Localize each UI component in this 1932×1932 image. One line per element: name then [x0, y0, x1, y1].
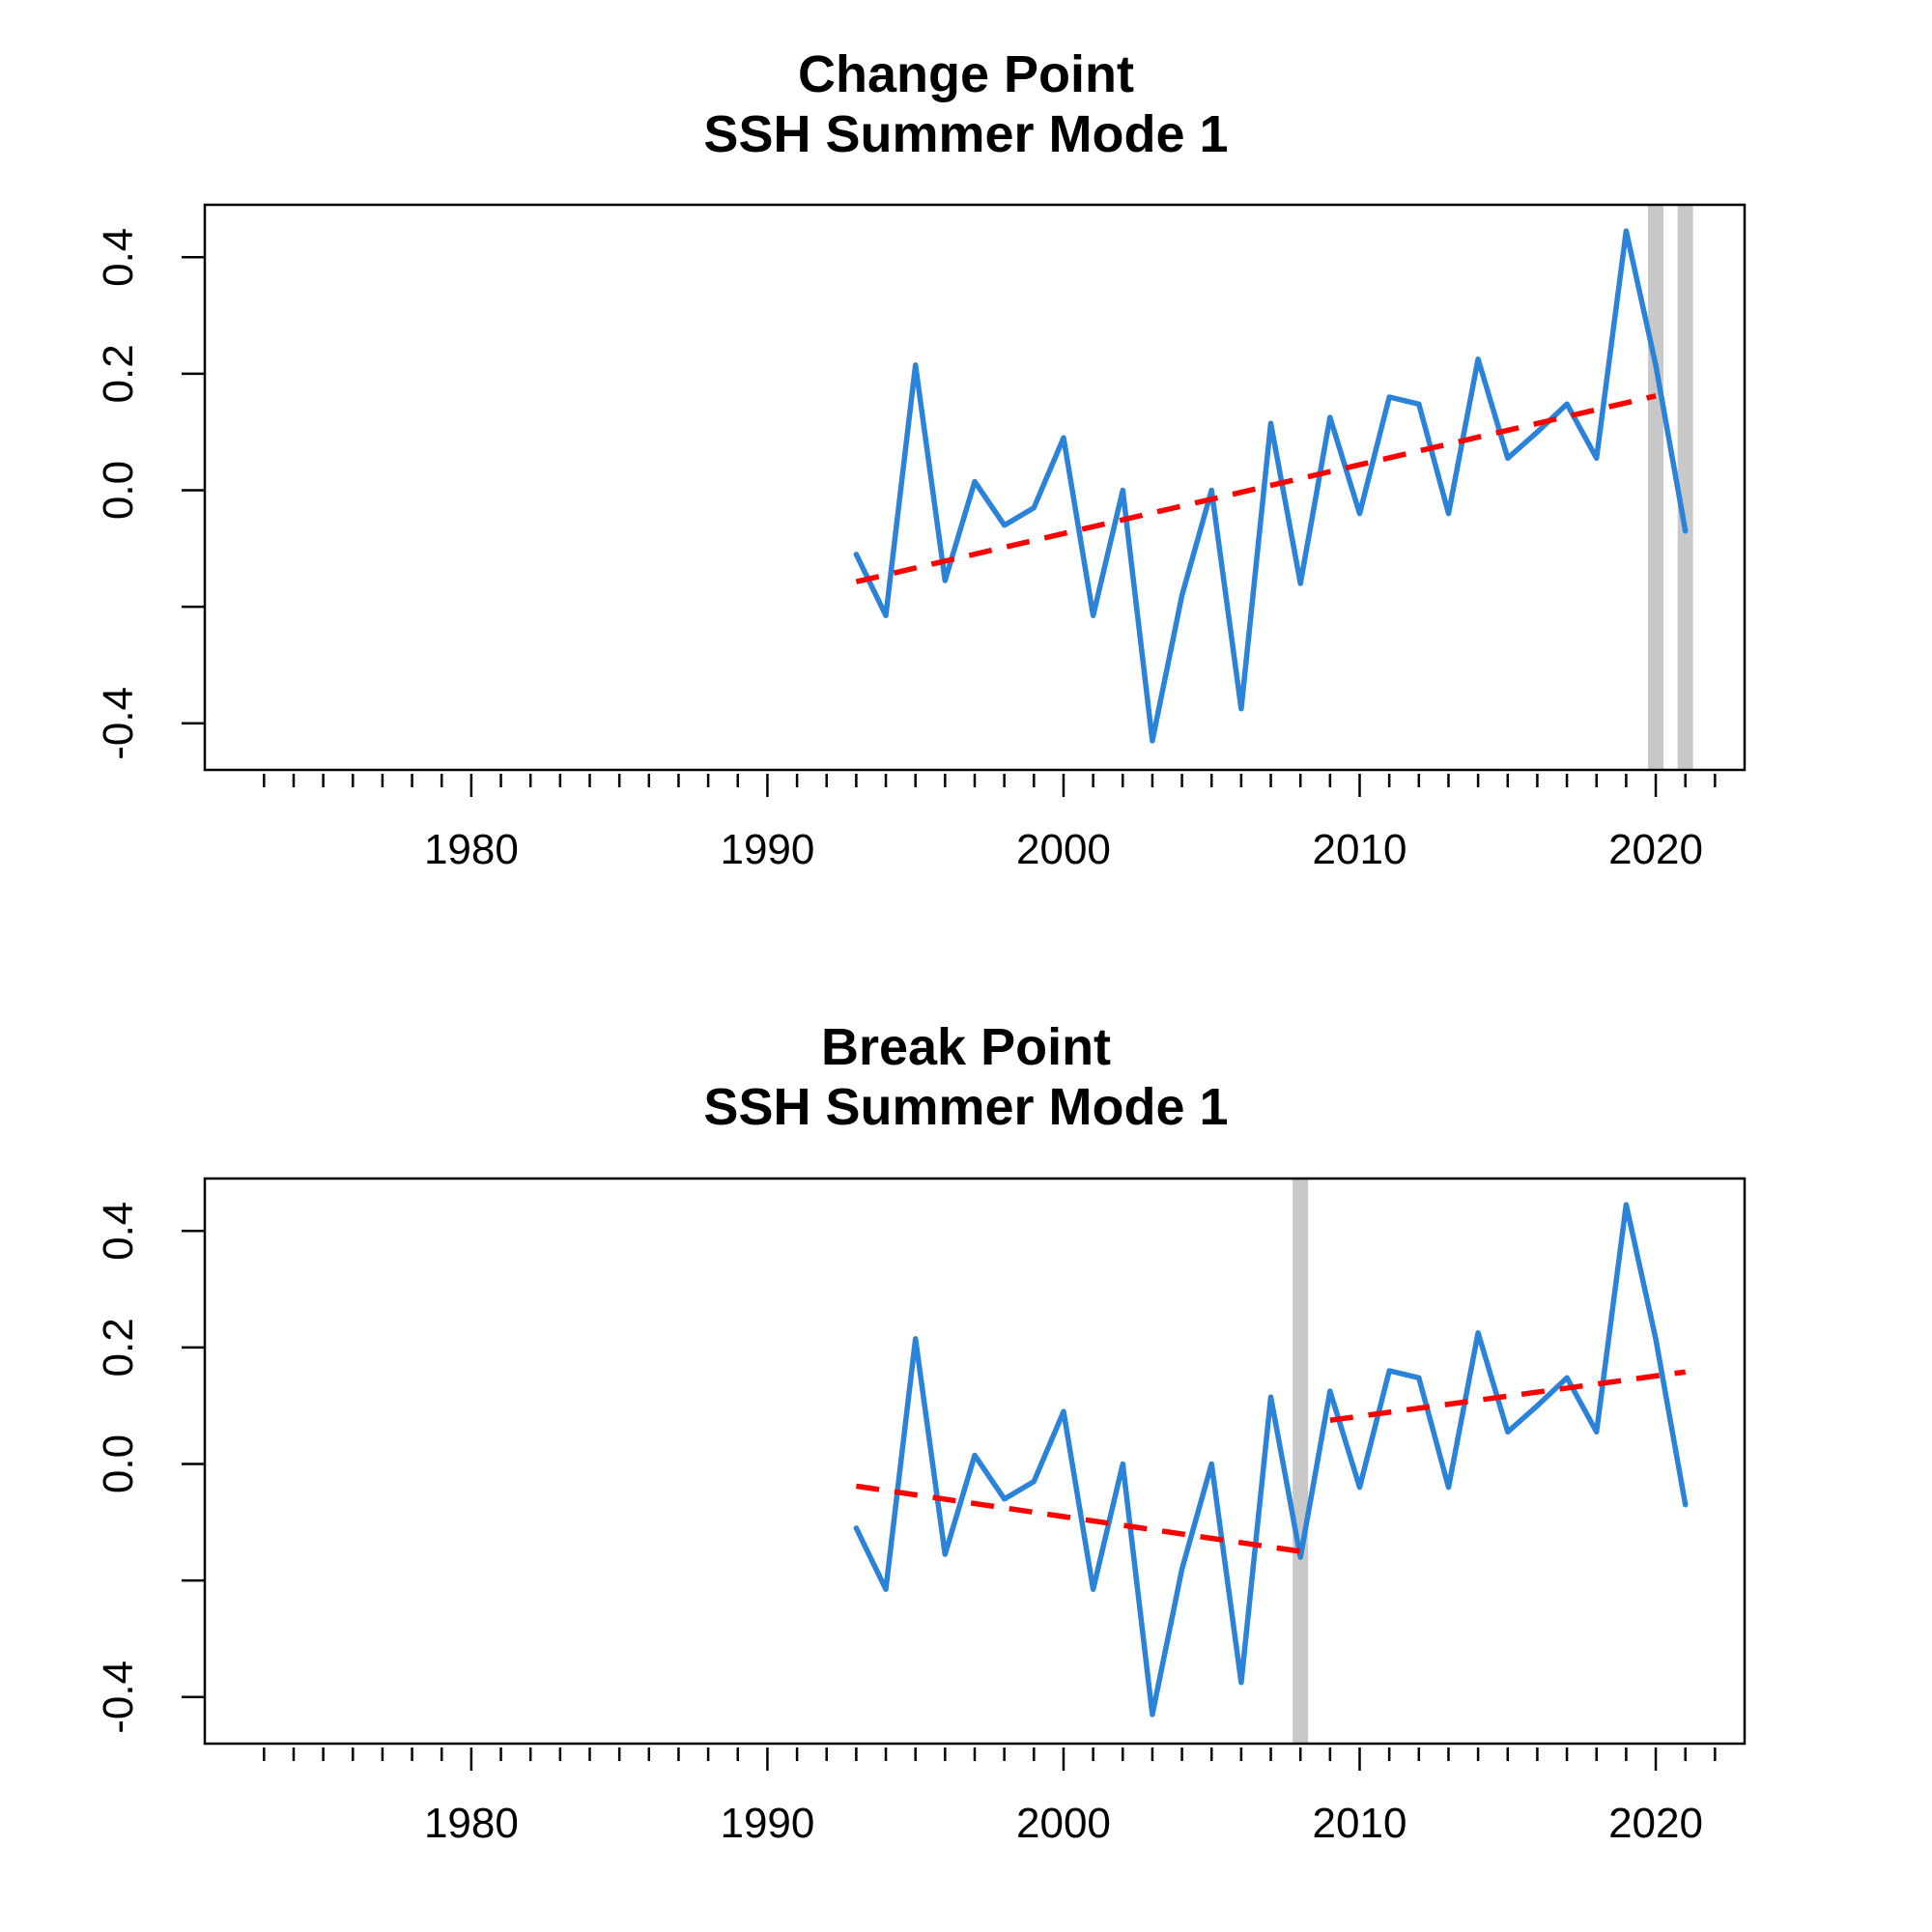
plot-area: 1980 1990 2000 2010 2020 0.4 0.2 0.0 -0.4 — [95, 1177, 1747, 1847]
plot-frame — [203, 203, 1747, 772]
y-tick-label: -0.4 — [95, 687, 142, 760]
trend-line — [855, 393, 1657, 584]
y-tick-label: 0.4 — [95, 1202, 142, 1261]
panel-change-point: Change Point SSH Summer Mode 1 1980 1990 2… — [95, 45, 1747, 873]
x-tick-label: 2000 — [1016, 826, 1111, 873]
x-tick-label: 1980 — [424, 826, 519, 873]
x-tick-label: 1990 — [720, 1800, 814, 1847]
y-tick-label: 0.2 — [95, 1318, 142, 1377]
x-tick-label: 2020 — [1608, 826, 1703, 873]
series-line — [853, 1202, 1689, 1718]
x-tick-label: 1980 — [424, 1800, 519, 1847]
x-tick-label: 2010 — [1313, 826, 1407, 873]
trend-line — [1329, 1369, 1687, 1424]
plot-frame — [203, 1177, 1747, 1746]
x-tick-label: 2010 — [1313, 1800, 1407, 1847]
x-tick-label: 2020 — [1608, 1800, 1703, 1847]
chart-title: Change Point — [798, 45, 1134, 103]
plot-area: 1980 1990 2000 2010 2020 0.4 0.2 0.0 -0.4 — [95, 203, 1747, 873]
x-tick-label: 1990 — [720, 826, 814, 873]
y-tick-label: 0.4 — [95, 228, 142, 287]
y-tick-label: 0.0 — [95, 1435, 142, 1493]
chart-subtitle: SSH Summer Mode 1 — [703, 105, 1228, 163]
y-tick-label: 0.0 — [95, 461, 142, 520]
chart-title: Break Point — [821, 1018, 1111, 1076]
y-tick-label: -0.4 — [95, 1661, 142, 1734]
chart-subtitle: SSH Summer Mode 1 — [703, 1078, 1228, 1136]
panel-break-point: Break Point SSH Summer Mode 1 1980 1990 20… — [95, 1018, 1747, 1847]
y-tick-label: 0.2 — [95, 344, 142, 403]
x-tick-label: 2000 — [1016, 1800, 1111, 1847]
